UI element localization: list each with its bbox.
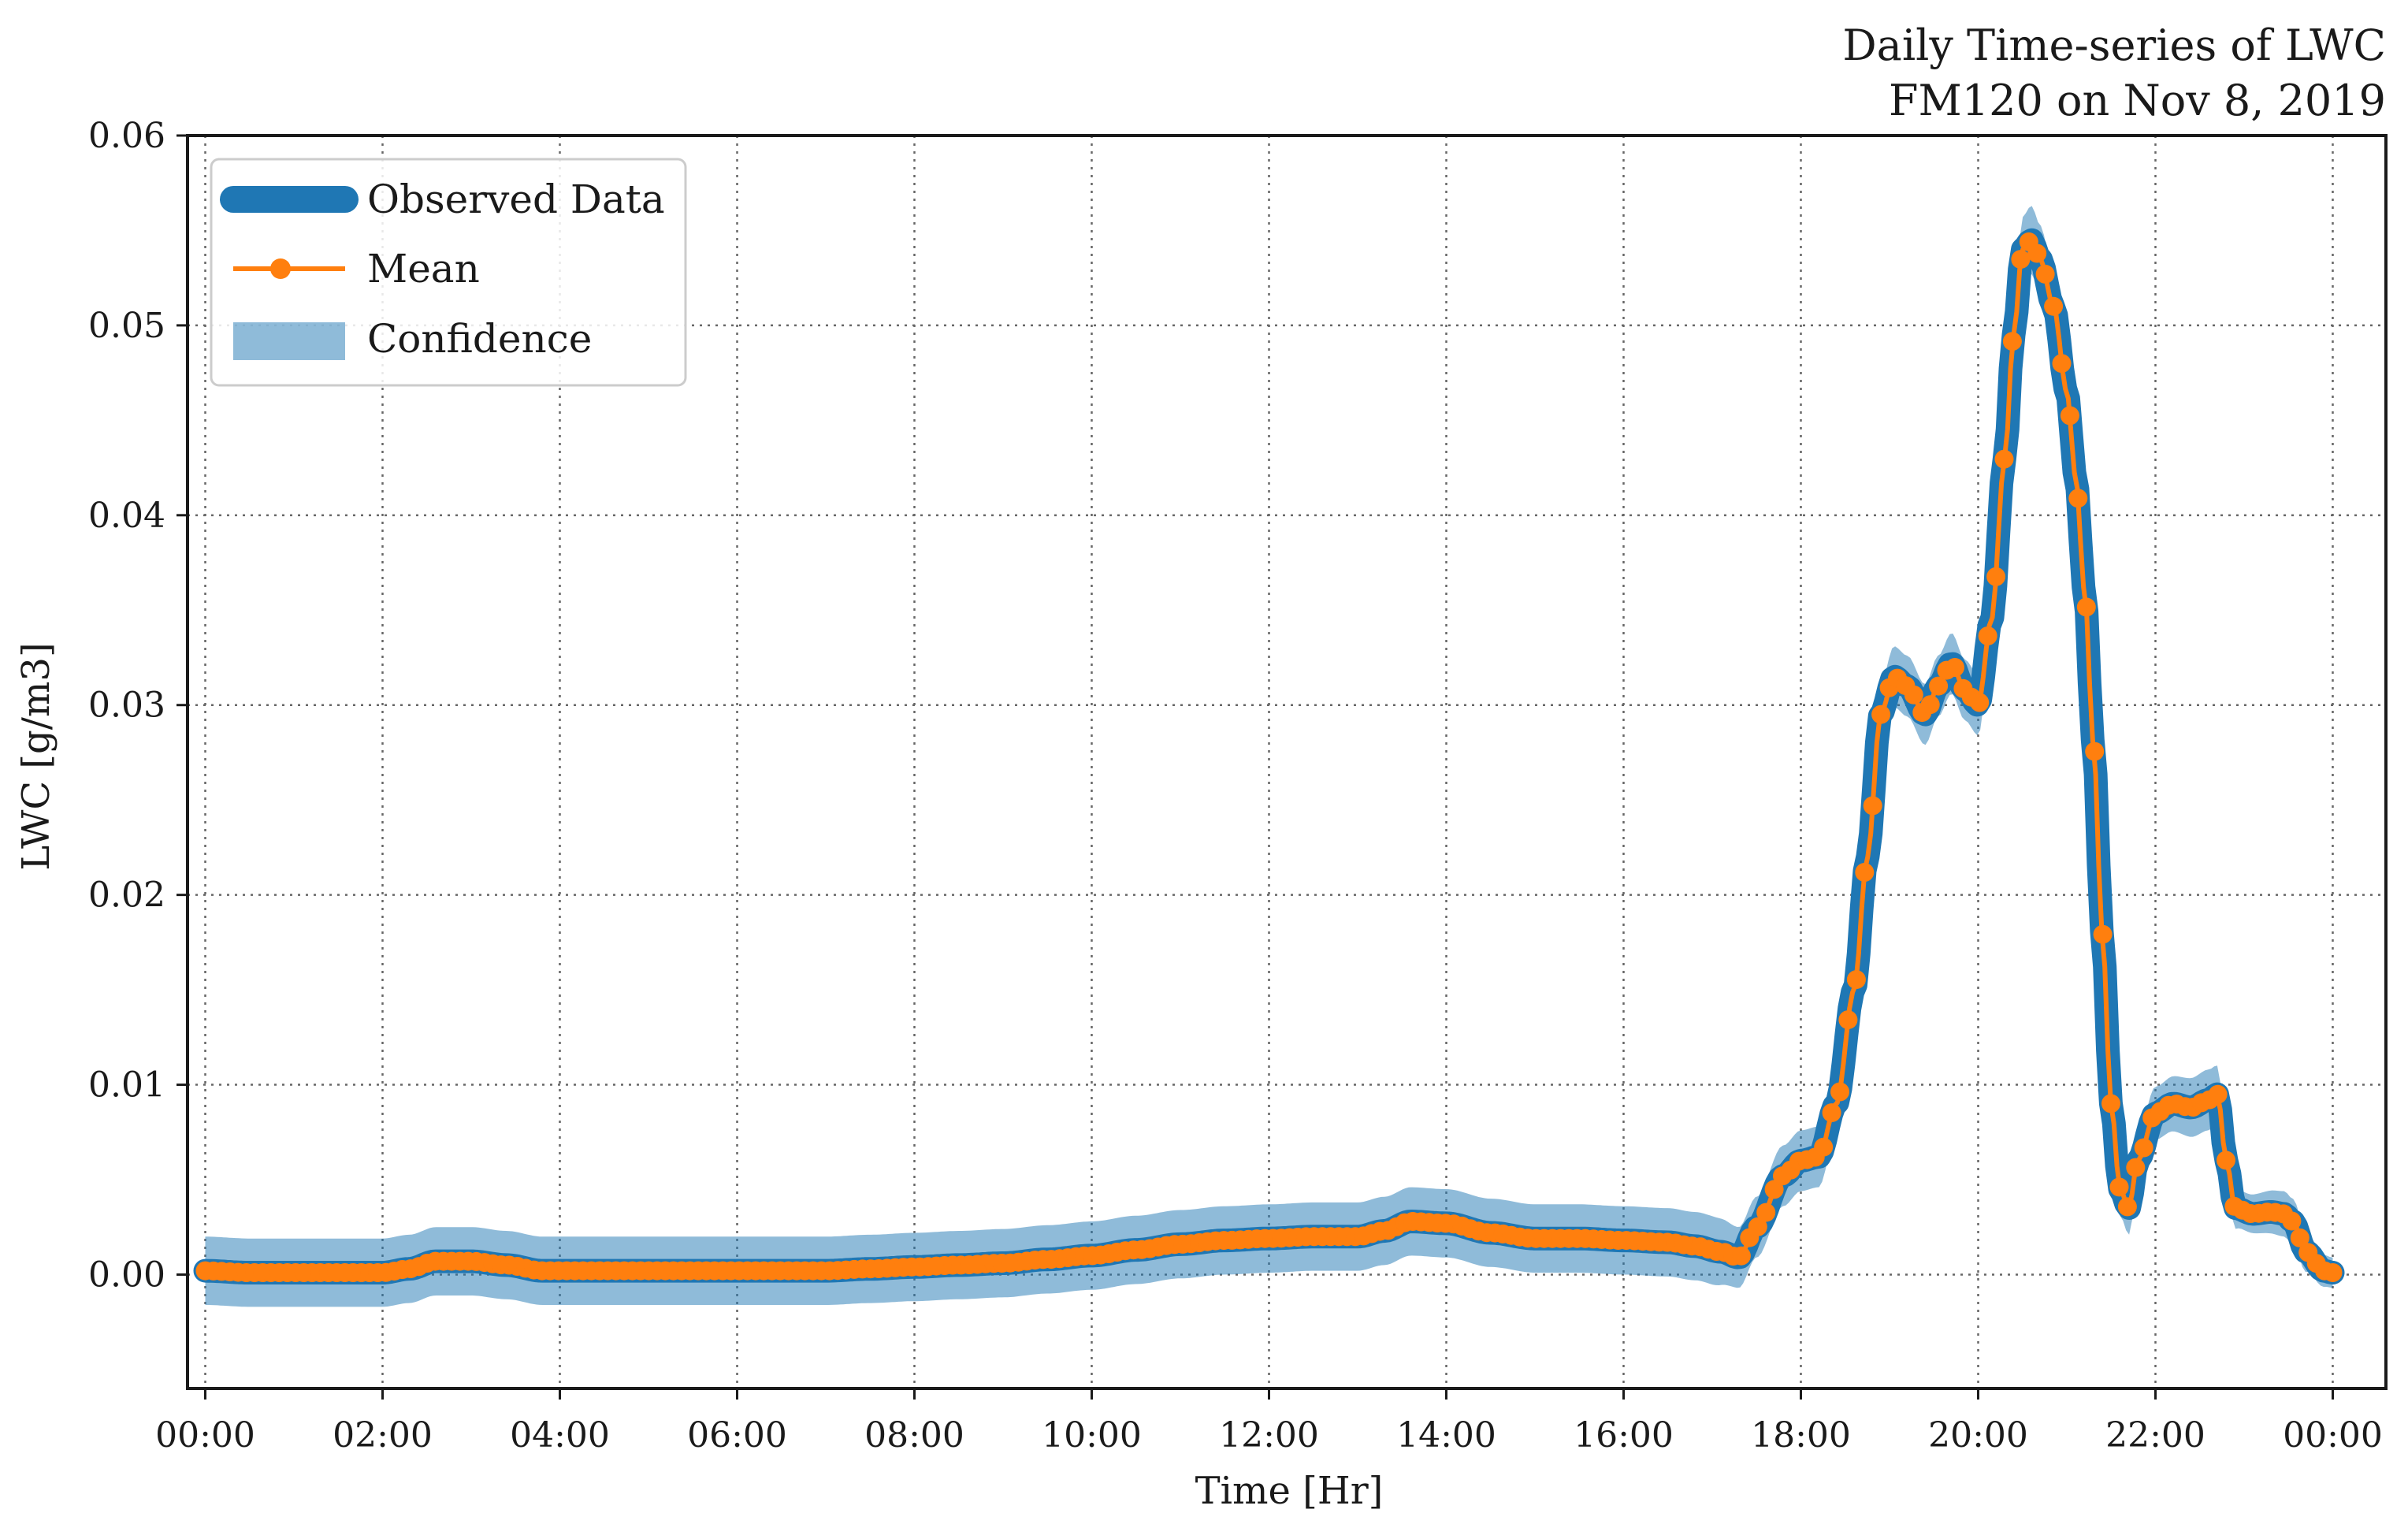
- x-tick-label: 04:00: [510, 1415, 610, 1455]
- mean-marker: [2217, 1151, 2235, 1170]
- mean-series-layer: [195, 232, 2343, 1282]
- x-tick-label: 22:00: [2105, 1415, 2205, 1455]
- legend: Observed Data Mean Confidence: [210, 158, 687, 387]
- y-tick-label: 0.00: [88, 1255, 165, 1295]
- mean-marker: [2085, 742, 2105, 761]
- x-tick-label: 14:00: [1396, 1415, 1496, 1455]
- chart-title-line-1: Daily Time-series of LWC: [1842, 20, 2386, 70]
- x-tick-label: 10:00: [1042, 1415, 1142, 1455]
- mean-marker: [1822, 1103, 1841, 1123]
- x-tick-label: 12:00: [1219, 1415, 1319, 1455]
- y-tick-label: 0.05: [88, 306, 165, 346]
- mean-marker: [1994, 449, 2014, 469]
- mean-marker: [1756, 1203, 1776, 1222]
- mean-marker: [1830, 1082, 1849, 1102]
- mean-marker: [1978, 626, 1997, 645]
- mean-marker: [2035, 264, 2055, 284]
- x-tick-label: 16:00: [1574, 1415, 1674, 1455]
- mean-marker: [1986, 567, 2006, 586]
- mean-marker: [2323, 1263, 2343, 1282]
- legend-observed-label: Observed Data: [367, 177, 665, 222]
- x-tick-label: 00:00: [2283, 1415, 2383, 1455]
- mean-marker: [1846, 970, 1866, 990]
- x-tick-label: 20:00: [1928, 1415, 2028, 1455]
- mean-marker: [1731, 1246, 1751, 1266]
- mean-marker: [2117, 1197, 2137, 1217]
- mean-marker: [1945, 658, 1964, 677]
- y-tick-label: 0.04: [88, 496, 165, 536]
- legend-confidence-swatch: [233, 322, 345, 360]
- y-tick-label: 0.03: [88, 686, 165, 726]
- mean-marker: [1920, 695, 1940, 715]
- mean-marker: [1838, 1010, 1858, 1030]
- plot-area-frame: [186, 134, 2388, 1390]
- y-axis-label: LWC [g/m3]: [14, 642, 58, 870]
- mean-marker: [1970, 693, 1990, 712]
- mean-marker: [2134, 1138, 2153, 1158]
- mean-marker: [2060, 406, 2079, 426]
- mean-marker: [1855, 863, 1875, 882]
- legend-mean-marker: [270, 258, 291, 279]
- mean-marker: [2290, 1228, 2310, 1247]
- mean-marker: [1863, 796, 1882, 816]
- mean-marker: [1904, 685, 1923, 704]
- mean-marker: [2109, 1177, 2129, 1197]
- mean-marker: [2027, 243, 2047, 263]
- x-tick-label: 02:00: [333, 1415, 433, 1455]
- mean-marker: [2282, 1211, 2302, 1231]
- x-axis-ticks: 00:00 02:00 04:00 06:00 08:00 10:00 12:00 14:00…: [155, 1388, 2383, 1455]
- y-tick-label: 0.06: [88, 116, 165, 156]
- mean-marker: [2068, 489, 2088, 508]
- mean-marker: [2076, 597, 2096, 617]
- mean-marker: [2208, 1084, 2228, 1104]
- x-tick-label: 08:00: [864, 1415, 964, 1455]
- mean-marker: [2002, 332, 2022, 351]
- mean-marker: [1871, 704, 1891, 724]
- mean-marker: [2011, 250, 2031, 270]
- mean-marker: [2044, 296, 2064, 316]
- mean-marker: [1814, 1137, 1834, 1157]
- legend-confidence-label: Confidence: [367, 316, 592, 362]
- x-tick-label: 18:00: [1751, 1415, 1851, 1455]
- y-tick-label: 0.01: [88, 1065, 165, 1106]
- mean-marker: [2126, 1158, 2146, 1177]
- x-tick-label: 06:00: [687, 1415, 787, 1455]
- mean-marker: [2093, 924, 2113, 944]
- y-axis-ticks: 0.00 0.01 0.02 0.03 0.04 0.05 0.06: [88, 116, 188, 1295]
- x-axis-label: Time [Hr]: [1195, 1469, 1384, 1513]
- y-tick-label: 0.02: [88, 875, 165, 916]
- legend-mean-label: Mean: [367, 246, 480, 292]
- mean-marker: [1929, 676, 1949, 696]
- chart-title-line-2: FM120 on Nov 8, 2019: [1889, 76, 2386, 125]
- mean-marker: [1748, 1217, 1767, 1236]
- x-tick-label: 00:00: [155, 1415, 255, 1455]
- mean-marker: [2052, 354, 2072, 374]
- mean-marker: [2101, 1094, 2120, 1113]
